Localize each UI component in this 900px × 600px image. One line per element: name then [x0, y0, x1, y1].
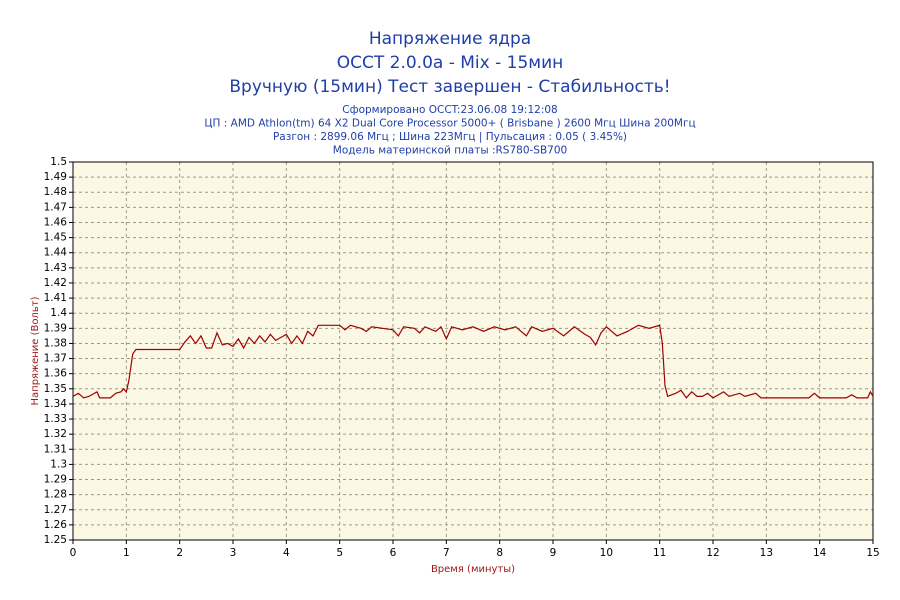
- x-tick-label: 6: [390, 547, 397, 559]
- chart-title: Вручную (15мин) Тест завершен - Стабильн…: [229, 77, 670, 97]
- y-tick-label: 1.28: [44, 489, 67, 501]
- x-tick-label: 7: [443, 547, 450, 559]
- y-tick-label: 1.27: [44, 504, 67, 516]
- x-tick-label: 1: [123, 547, 130, 559]
- x-tick-label: 3: [230, 547, 237, 559]
- x-tick-label: 13: [760, 547, 773, 559]
- x-tick-label: 10: [600, 547, 613, 559]
- x-tick-label: 5: [336, 547, 343, 559]
- y-tick-label: 1.48: [44, 186, 67, 198]
- y-tick-label: 1.41: [44, 292, 67, 304]
- y-tick-label: 1.38: [44, 337, 67, 349]
- y-tick-label: 1.47: [44, 201, 67, 213]
- chart-subtitle: Модель материнской платы :RS780-SB700: [333, 145, 567, 157]
- y-tick-label: 1.49: [44, 171, 67, 183]
- y-tick-label: 1.44: [44, 247, 68, 259]
- y-tick-label: 1.34: [44, 398, 68, 410]
- x-tick-label: 14: [813, 547, 827, 559]
- y-tick-label: 1.35: [44, 383, 67, 395]
- data-line: [72, 324, 874, 399]
- chart-title: Напряжение ядра: [369, 29, 531, 49]
- x-tick-label: 15: [866, 547, 879, 559]
- plot-border: [72, 161, 874, 541]
- y-tick-label: 1.3: [50, 458, 67, 470]
- y-tick-label: 1.43: [44, 262, 67, 274]
- x-tick-label: 11: [653, 547, 666, 559]
- x-axis-label: Время (минуты): [431, 564, 515, 575]
- y-tick-label: 1.5: [50, 156, 67, 168]
- y-tick-label: 1.29: [44, 474, 67, 486]
- y-tick-label: 1.39: [44, 322, 67, 334]
- x-tick-label: 12: [706, 547, 719, 559]
- y-tick-label: 1.42: [44, 277, 67, 289]
- chart-title: OCCT 2.0.0a - Mix - 15мин: [337, 53, 564, 73]
- y-tick-label: 1.4: [50, 307, 67, 319]
- y-tick-label: 1.46: [44, 216, 68, 228]
- plot-area: [73, 162, 873, 540]
- y-tick-label: 1.37: [44, 353, 67, 365]
- chart-subtitle: Сформировано OCCT:23.06.08 19:12:08: [342, 104, 557, 116]
- y-tick-label: 1.45: [44, 232, 67, 244]
- y-axis-label: Напряжение (Вольт): [30, 296, 41, 405]
- chart-subtitle: ЦП : AMD Athlon(tm) 64 X2 Dual Core Proc…: [204, 118, 695, 130]
- y-tick-label: 1.25: [44, 534, 67, 546]
- x-tick-label: 8: [496, 547, 503, 559]
- x-tick-label: 2: [176, 547, 183, 559]
- y-tick-label: 1.32: [44, 428, 67, 440]
- y-tick-label: 1.36: [44, 368, 68, 380]
- chart-subtitle: Разгон : 2899.06 Мгц ; Шина 223Мгц | Пул…: [273, 131, 627, 143]
- x-tick-label: 9: [550, 547, 557, 559]
- x-tick-label: 0: [70, 547, 77, 559]
- x-tick-label: 4: [283, 547, 290, 559]
- y-tick-label: 1.33: [44, 413, 67, 425]
- y-tick-label: 1.31: [44, 443, 67, 455]
- y-tick-label: 1.26: [44, 519, 68, 531]
